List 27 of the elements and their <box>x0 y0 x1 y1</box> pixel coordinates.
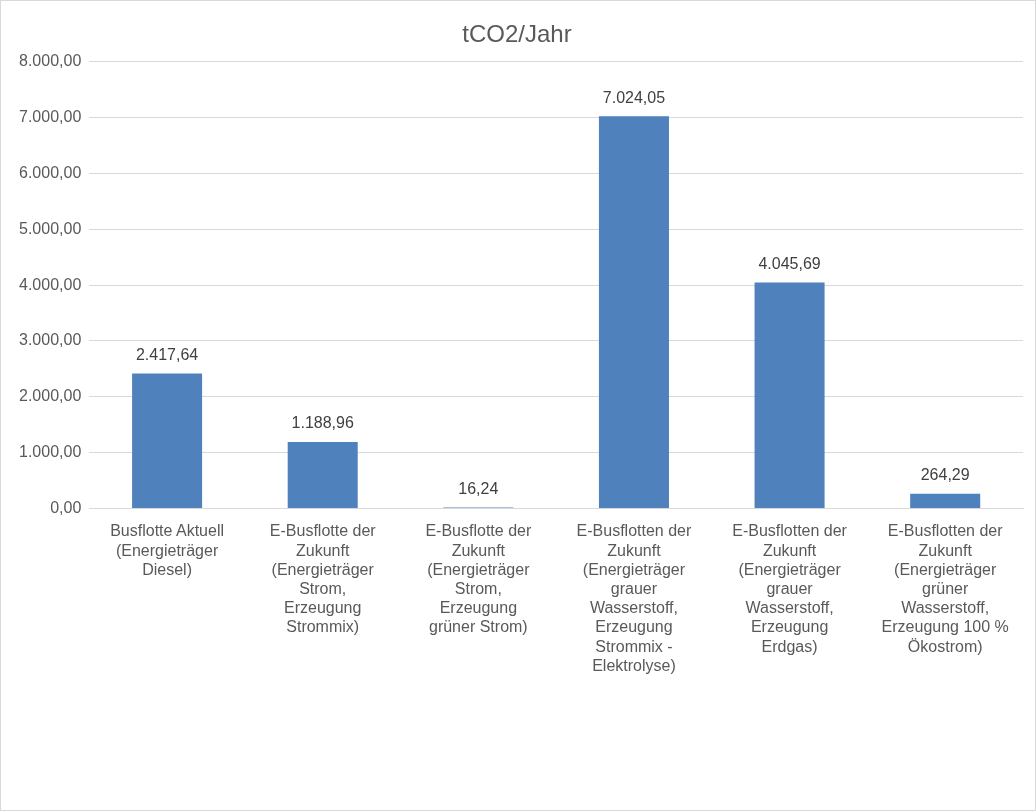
y-tick-label: 2.000,00 <box>19 387 82 405</box>
data-label: 1.188,96 <box>291 414 354 432</box>
data-label: 2.417,64 <box>135 345 199 363</box>
data-label: 264,29 <box>920 466 970 484</box>
x-tick-label: E-Busflotte der Zukunft (Energieträger Strom, Erzeugung grüner Strom) <box>425 522 532 636</box>
y-tick-label: 1.000,00 <box>19 442 82 460</box>
bar <box>132 373 203 508</box>
y-tick-label: 8.000,00 <box>19 52 82 70</box>
x-tick-label: E-Busflotten der Zukunft (Energieträger grüner Wasserstoff, Erzeugung 100 % Ökostrom) <box>881 522 1009 655</box>
y-tick-label: 0,00 <box>50 498 82 516</box>
y-tick-label: 7.000,00 <box>19 108 82 126</box>
y-tick-label: 3.000,00 <box>19 331 82 349</box>
bar <box>910 493 981 508</box>
data-label: 4.045,69 <box>758 254 821 272</box>
y-tick-label: 4.000,00 <box>19 275 82 293</box>
x-tick-label: Busflotte Aktuell (Energieträger Diesel) <box>110 522 225 578</box>
bar <box>287 442 358 508</box>
bar <box>598 116 669 508</box>
bar <box>754 282 825 508</box>
y-tick-label: 6.000,00 <box>19 163 82 181</box>
x-tick-label: E-Busflotten der Zukunft (Energieträger grauer Wasserstoff, Erzeugung Strommix - Elektrolyse) <box>576 522 692 674</box>
data-label: 16,24 <box>458 479 499 497</box>
x-tick-label: E-Busflotten der Zukunft (Energieträger grauer Wasserstoff, Erzeugung Erdgas) <box>732 522 848 655</box>
data-label: 7.024,05 <box>602 88 666 106</box>
y-tick-label: 5.000,00 <box>19 219 82 237</box>
x-tick-label: E-Busflotte der Zukunft (Energieträger Strom, Erzeugung Strommix) <box>269 522 377 636</box>
chart-title: tCO2/Jahr <box>462 20 572 48</box>
